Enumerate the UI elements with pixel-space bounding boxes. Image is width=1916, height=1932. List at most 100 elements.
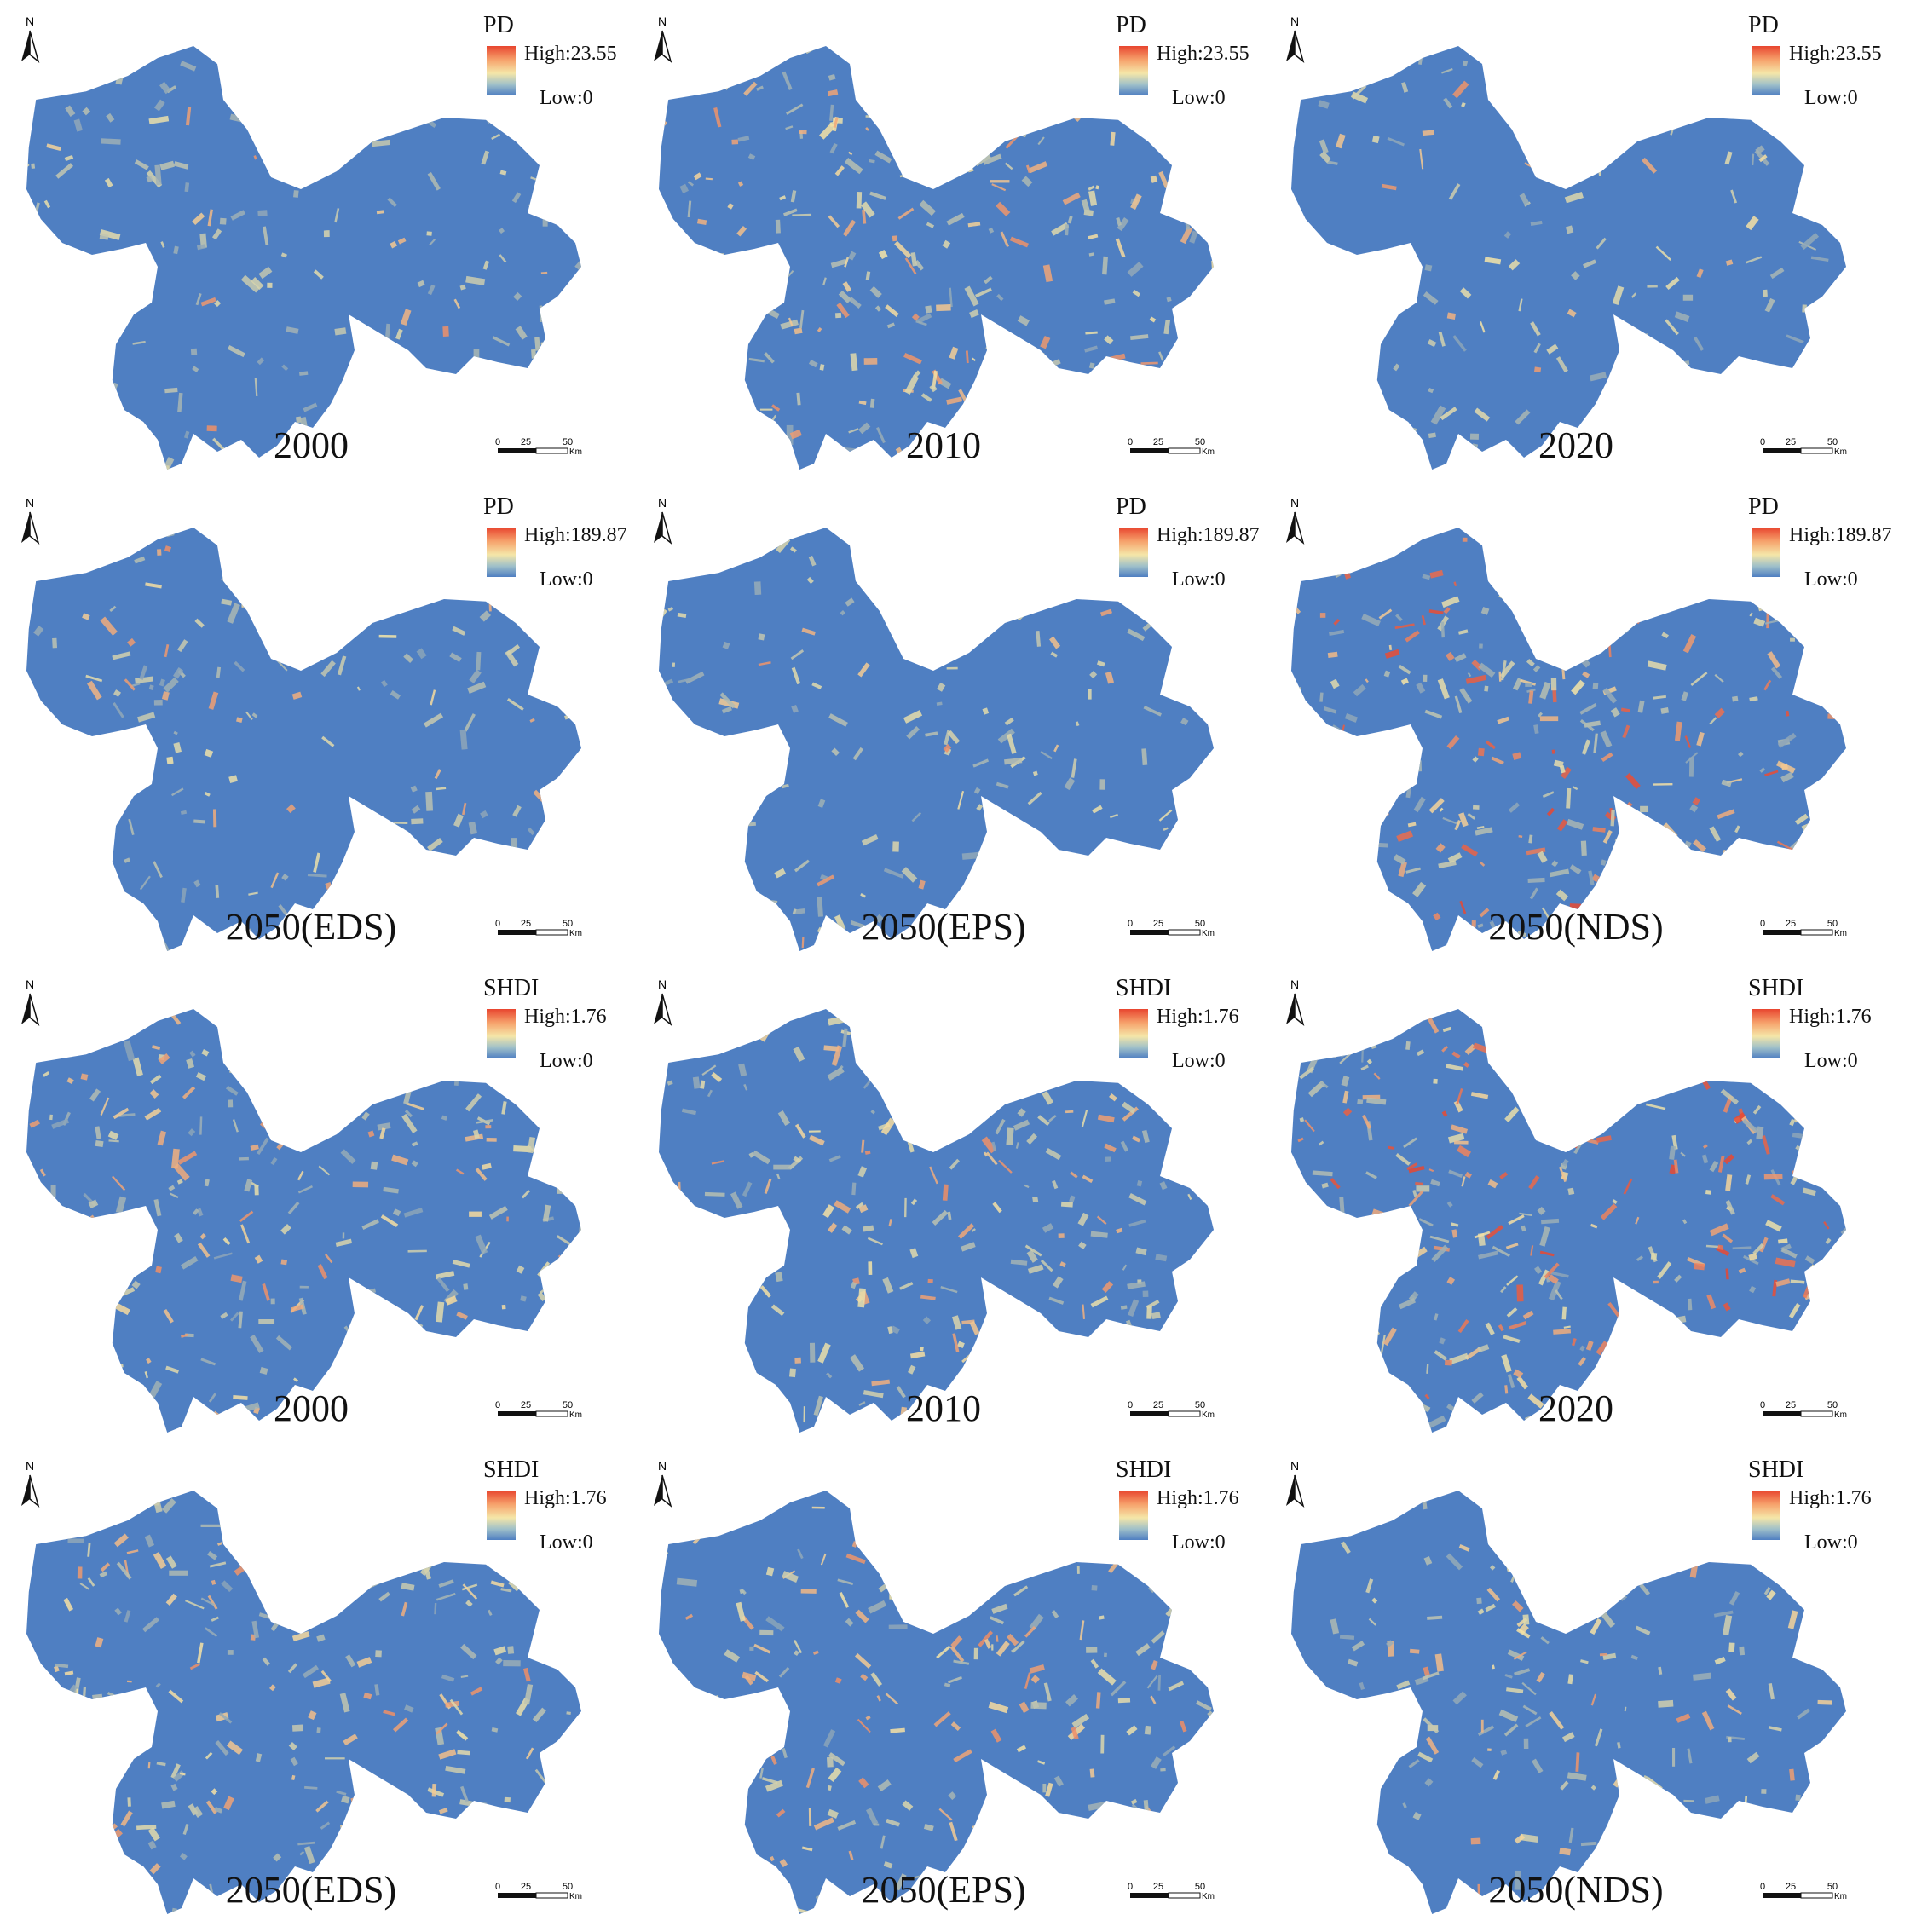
land-patch [1746,216,1759,231]
land-patch [1569,864,1582,875]
land-patch [1638,1573,1653,1581]
legend-high-label: High:189.87 [1789,524,1892,546]
land-patch [727,203,734,210]
land-patch [920,1295,936,1300]
land-patch [1624,1706,1627,1712]
land-patch [581,1612,588,1622]
land-patch [1428,432,1436,439]
land-patch [233,1395,248,1400]
land-patch [377,1522,384,1527]
legend: PD High:189.87 Low:0 [1097,493,1267,591]
land-patch [687,181,694,187]
land-patch [1173,1804,1183,1815]
land-patch [1810,1843,1820,1853]
north-label: N [658,14,667,28]
land-patch [1452,80,1469,99]
legend-low-label: Low:0 [540,568,593,591]
land-patch [436,1592,456,1601]
land-patch [828,1155,841,1162]
land-patch [427,838,443,851]
land-patch [254,378,258,397]
land-patch [1009,236,1029,248]
land-patch [1515,1034,1526,1047]
land-patch [238,1156,249,1161]
land-patch [792,213,812,216]
land-patch [1016,1084,1029,1097]
land-patch [1290,1283,1298,1294]
land-patch [869,285,882,298]
land-patch [1589,372,1607,382]
land-patch [207,209,213,227]
land-patch [434,769,441,780]
land-patch [1838,955,1844,960]
land-patch [704,1191,725,1197]
land-patch [1405,630,1420,643]
land-patch [1343,815,1359,821]
land-patch [232,575,241,588]
land-patch [1691,1546,1706,1563]
land-patch [982,153,1002,165]
land-patch [361,1848,376,1855]
land-patch [101,1009,108,1014]
land-patch [1357,530,1371,535]
region-outline [1291,1009,1846,1433]
scale-tick-0: 0 [495,919,500,929]
land-patch [380,1088,387,1096]
land-patch [1401,81,1409,93]
land-patch [1794,813,1809,826]
land-patch [1827,375,1838,385]
land-patch [1696,731,1705,747]
land-patch [1546,343,1559,355]
land-patch [1728,1737,1732,1743]
land-patch [1619,801,1633,819]
land-patch [112,651,131,660]
land-patch [828,713,848,727]
land-patch [1575,1752,1580,1772]
land-patch [1657,1261,1672,1279]
land-patch [1096,660,1105,667]
land-patch [1684,883,1695,891]
land-patch [710,1335,727,1342]
land-patch [942,1184,949,1201]
land-patch [1189,1318,1198,1329]
region-map [658,45,1214,470]
land-patch [219,217,227,225]
land-patch [1203,175,1210,182]
land-patch [145,755,154,767]
land-patch [927,1278,933,1283]
land-patch [1777,732,1797,748]
land-patch [990,860,996,879]
land-patch [809,1342,816,1363]
land-patch [973,787,981,794]
land-patch [916,313,932,324]
land-patch [1690,672,1708,687]
land-patch [159,160,175,170]
land-patch [1135,1247,1147,1256]
land-patch [1290,1371,1304,1388]
land-patch [1085,331,1098,335]
land-patch [205,1800,217,1814]
land-patch [195,1072,207,1081]
land-patch [1525,561,1540,574]
land-patch [491,1727,499,1733]
land-patch [1745,256,1763,264]
land-patch [180,1333,188,1338]
land-patch [1813,631,1820,637]
scale-unit: Km [1202,1410,1215,1420]
land-patch [1307,1334,1320,1341]
land-patch [515,326,528,340]
land-patch [1454,1140,1469,1145]
land-patch [908,1364,916,1375]
land-patch [426,89,443,100]
land-patch [42,1210,62,1220]
land-patch [901,867,918,883]
land-patch [383,1710,395,1716]
land-patch [789,546,797,553]
land-patch [1582,671,1590,678]
land-patch [770,1756,777,1765]
land-patch [173,245,179,255]
land-patch [708,530,728,538]
land-patch [1682,294,1694,301]
land-patch [853,72,869,81]
land-patch [1474,407,1491,422]
